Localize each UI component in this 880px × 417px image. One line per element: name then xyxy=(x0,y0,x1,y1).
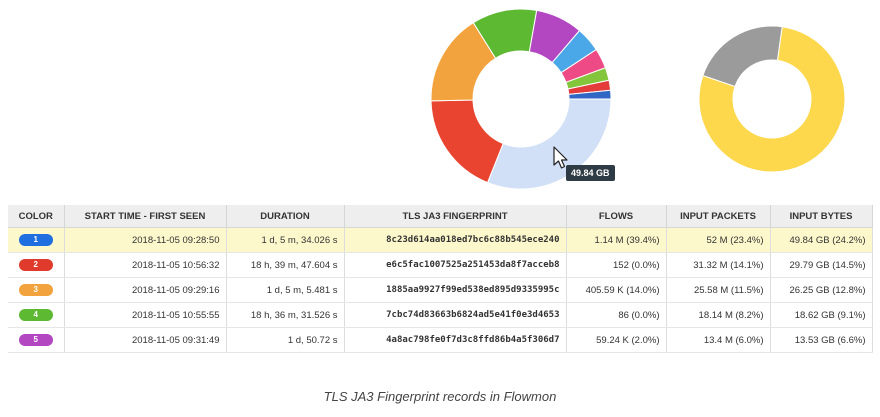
bytes-cell: 26.25 GB (12.8%) xyxy=(770,277,873,303)
duration-cell: 1 d, 5 m, 5.481 s xyxy=(226,277,345,303)
duration-cell: 18 h, 39 m, 47.604 s xyxy=(226,252,345,278)
column-header-flows[interactable]: FLOWS xyxy=(566,205,667,228)
duration-cell: 18 h, 36 m, 31.526 s xyxy=(226,302,345,328)
start-time-cell: 2018-11-05 10:56:32 xyxy=(64,252,227,278)
fingerprint-cell: 4a8ac798fe0f7d3c8ffd86b4a5f306d7 xyxy=(344,327,567,353)
flows-cell: 59.24 K (2.0%) xyxy=(566,327,667,353)
color-cell: 4 xyxy=(8,302,65,328)
donut-segment-b[interactable] xyxy=(702,25,783,88)
fingerprint-cell: 8c23d614aa018ed7bc6c88b545ece240 xyxy=(344,227,567,253)
column-header-input-packets[interactable]: INPUT PACKETS xyxy=(666,205,771,228)
color-cell: 2 xyxy=(8,252,65,278)
column-header-input-bytes[interactable]: INPUT BYTES xyxy=(770,205,873,228)
donut-segment-2[interactable] xyxy=(430,99,504,184)
color-cell: 3 xyxy=(8,277,65,303)
bytes-cell: 49.84 GB (24.2%) xyxy=(770,227,873,253)
column-header-color[interactable]: COLOR xyxy=(8,205,65,228)
table-row[interactable]: 4 2018-11-05 10:55:55 18 h, 36 m, 31.526… xyxy=(8,302,873,328)
color-badge: 5 xyxy=(18,334,53,346)
donut-segment-10[interactable] xyxy=(568,89,612,100)
flows-cell: 86 (0.0%) xyxy=(566,302,667,328)
duration-cell: 1 d, 5 m, 34.026 s xyxy=(226,227,345,253)
table-row[interactable]: 5 2018-11-05 09:31:49 1 d, 50.72 s 4a8ac… xyxy=(8,327,873,353)
charts-area: 49.84 GB xyxy=(0,0,880,195)
flows-cell: 1.14 M (39.4%) xyxy=(566,227,667,253)
packets-cell: 18.14 M (8.2%) xyxy=(666,302,771,328)
color-badge: 4 xyxy=(18,309,53,321)
bytes-cell: 13.53 GB (6.6%) xyxy=(770,327,873,353)
packets-cell: 25.58 M (11.5%) xyxy=(666,277,771,303)
fingerprint-cell: 1885aa9927f99ed538ed895d9335995c xyxy=(344,277,567,303)
donut-segment-a[interactable] xyxy=(698,26,846,173)
color-badge: 3 xyxy=(18,284,53,296)
bytes-cell: 18.62 GB (9.1%) xyxy=(770,302,873,328)
column-header-start-time[interactable]: START TIME - FIRST SEEN xyxy=(64,205,227,228)
column-header-fingerprint[interactable]: TLS JA3 FINGERPRINT xyxy=(344,205,567,228)
flows-cell: 152 (0.0%) xyxy=(566,252,667,278)
flows-cell: 405.59 K (14.0%) xyxy=(566,277,667,303)
fingerprint-cell: 7cbc74d83663b6824ad5e41f0e3d4653 xyxy=(344,302,567,328)
color-cell: 5 xyxy=(8,327,65,353)
packets-cell: 13.4 M (6.0%) xyxy=(666,327,771,353)
packets-cell: 31.32 M (14.1%) xyxy=(666,252,771,278)
figure-caption: TLS JA3 Fingerprint records in Flowmon xyxy=(323,389,557,404)
color-badge: 1 xyxy=(18,234,53,246)
table-row[interactable]: 2 2018-11-05 10:56:32 18 h, 39 m, 47.604… xyxy=(8,252,873,278)
secondary-donut-chart[interactable] xyxy=(696,24,848,174)
table-row[interactable]: 1 2018-11-05 09:28:50 1 d, 5 m, 34.026 s… xyxy=(8,227,873,253)
column-header-duration[interactable]: DURATION xyxy=(226,205,345,228)
duration-cell: 1 d, 50.72 s xyxy=(226,327,345,353)
table-header-row: COLOR START TIME - FIRST SEEN DURATION T… xyxy=(8,205,873,228)
ja3-records-table: COLOR START TIME - FIRST SEEN DURATION T… xyxy=(8,205,873,353)
chart-tooltip: 49.84 GB xyxy=(566,165,615,181)
fingerprint-cell: e6c5fac1007525a251453da8f7acceb8 xyxy=(344,252,567,278)
packets-cell: 52 M (23.4%) xyxy=(666,227,771,253)
start-time-cell: 2018-11-05 09:28:50 xyxy=(64,227,227,253)
mouse-cursor-icon xyxy=(553,146,568,169)
color-badge: 2 xyxy=(18,259,53,271)
start-time-cell: 2018-11-05 10:55:55 xyxy=(64,302,227,328)
table-row[interactable]: 3 2018-11-05 09:29:16 1 d, 5 m, 5.481 s … xyxy=(8,277,873,303)
start-time-cell: 2018-11-05 09:31:49 xyxy=(64,327,227,353)
start-time-cell: 2018-11-05 09:29:16 xyxy=(64,277,227,303)
color-cell: 1 xyxy=(8,227,65,253)
bytes-cell: 29.79 GB (14.5%) xyxy=(770,252,873,278)
